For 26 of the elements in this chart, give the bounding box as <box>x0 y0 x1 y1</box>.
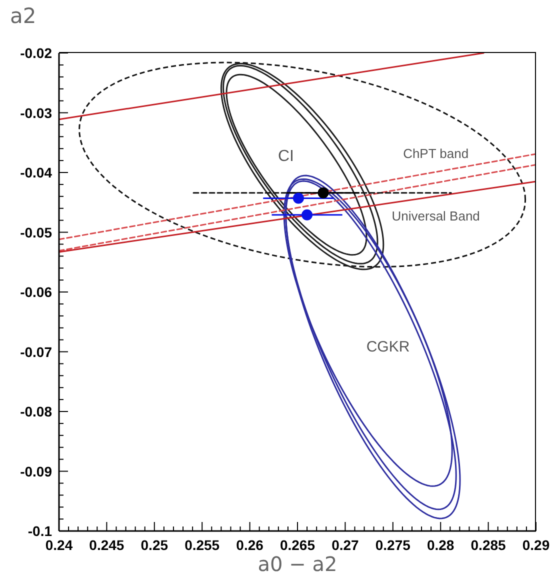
x-tick-label: 0.25 <box>140 537 168 553</box>
x-tick-label: 0.275 <box>375 537 411 553</box>
x-tick-label: 0.27 <box>332 537 360 553</box>
annotation: CI <box>278 148 294 165</box>
x-tick-label: 0.265 <box>280 537 316 553</box>
y-tick-label: -0.04 <box>20 164 52 180</box>
y-tick-label: -0.07 <box>20 344 52 360</box>
y-tick-label: -0.03 <box>20 104 52 121</box>
series-label: ChPT band <box>403 145 469 160</box>
y-tick-label: -0.05 <box>20 224 52 240</box>
x-axis-title: a0 − a2 <box>258 552 338 576</box>
x-tick-label: 0.285 <box>470 537 506 553</box>
y-tick-label: -0.02 <box>20 45 52 61</box>
x-tick-label: 0.24 <box>45 537 73 553</box>
y-tick-label: -0.1 <box>28 523 52 539</box>
y-tick-label: -0.09 <box>20 463 52 480</box>
annotation: CGKR <box>366 338 410 356</box>
y-tick-label: -0.08 <box>20 404 52 420</box>
y-tick-label: -0.06 <box>20 284 52 300</box>
y-axis-title: a2 <box>10 4 36 28</box>
series-label: Universal Band <box>392 208 480 223</box>
x-tick-label: 0.29 <box>522 537 550 553</box>
x-tick-label: 0.255 <box>184 537 220 553</box>
x-tick-label: 0.26 <box>236 537 264 553</box>
x-tick-label: 0.245 <box>89 537 124 553</box>
x-tick-label: 0.28 <box>426 537 454 553</box>
